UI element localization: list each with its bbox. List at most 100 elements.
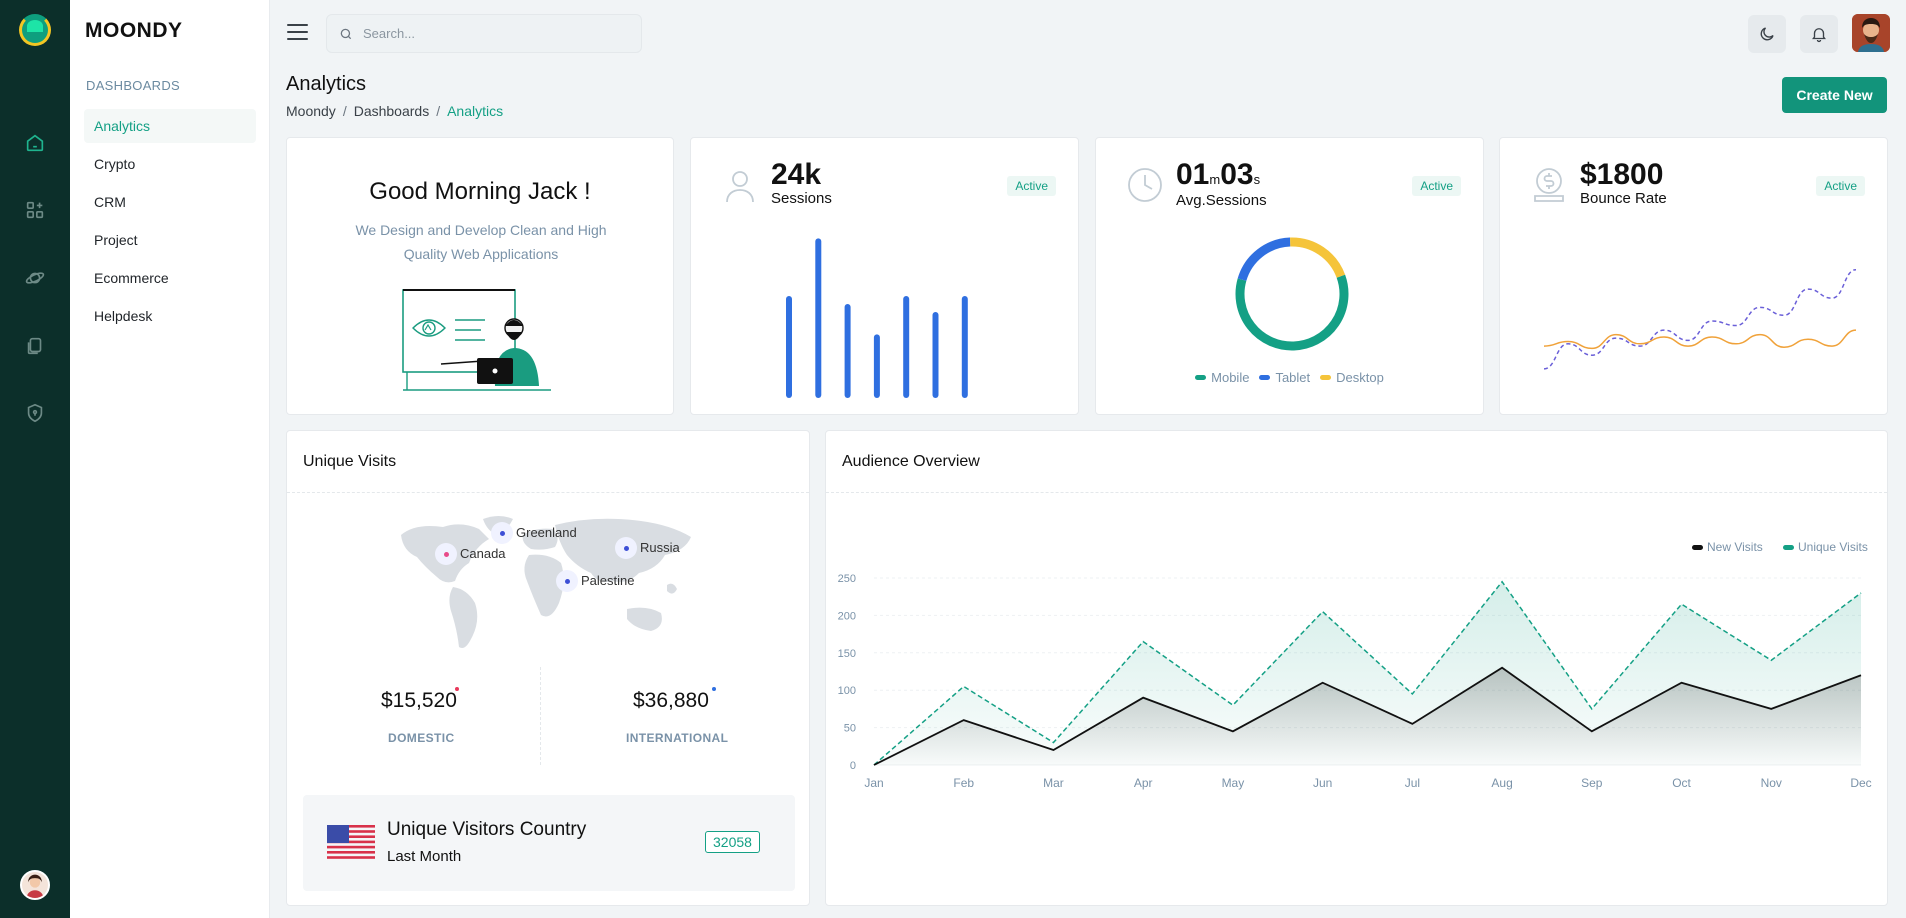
bounce-line-dashed	[1544, 268, 1857, 370]
series-line-unique-visits	[873, 580, 1862, 766]
moon-icon	[1760, 27, 1774, 41]
page-title: Analytics	[286, 73, 367, 95]
y-tick-label: 50	[844, 723, 856, 735]
map-label-russia: Russia	[640, 540, 680, 555]
domestic-label: DOMESTIC	[388, 731, 455, 745]
avg-seconds: 03	[1220, 158, 1254, 191]
user-avatar[interactable]	[1852, 14, 1890, 52]
map-marker-russia[interactable]	[615, 537, 637, 559]
legend-item-tablet[interactable]: Tablet	[1259, 370, 1310, 385]
device-donut-chart	[1235, 237, 1349, 351]
visitors-count-badge: 32058	[705, 831, 760, 853]
legend-item[interactable]: Unique Visits	[1783, 540, 1868, 554]
sidebar-section-title: DASHBOARDS	[86, 78, 181, 93]
sidebar-menu: MOONDY DASHBOARDS Analytics Crypto CRM P…	[70, 0, 270, 918]
rail-user-avatar[interactable]	[20, 870, 50, 900]
legend-item-mobile[interactable]: Mobile	[1195, 370, 1249, 385]
breadcrumb-dashboards[interactable]: Dashboards	[353, 103, 430, 119]
visitors-country-title: Unique Visitors Country	[387, 819, 587, 840]
theme-toggle-button[interactable]	[1748, 15, 1786, 53]
home-icon[interactable]	[22, 130, 48, 156]
menu-toggle-icon[interactable]	[287, 24, 308, 40]
search-input[interactable]	[363, 26, 623, 41]
sessions-card: 24k Sessions Active	[690, 137, 1079, 415]
avg-minutes-unit: m	[1209, 172, 1221, 187]
breadcrumb-moondy[interactable]: Moondy	[286, 103, 336, 119]
us-flag-icon	[327, 825, 375, 859]
avg-sessions-label: Avg.Sessions	[1176, 192, 1267, 209]
top-bar	[270, 0, 1906, 68]
breadcrumb-analytics: Analytics	[447, 103, 504, 119]
bounce-label: Bounce Rate	[1580, 190, 1667, 207]
international-value: $36,880	[633, 689, 709, 712]
avg-sessions-card: 01m03s Avg.Sessions Active Mobile Tablet…	[1095, 137, 1484, 415]
dollar-icon	[1534, 168, 1564, 202]
greeting-card: Good Morning Jack ! We Design and Develo…	[286, 137, 674, 415]
legend-item[interactable]: New Visits	[1692, 540, 1763, 554]
sidebar-item-crypto[interactable]: Crypto	[94, 156, 136, 172]
icon-rail	[0, 0, 70, 918]
x-tick-label: Jul	[1405, 776, 1420, 790]
documents-icon[interactable]	[22, 333, 48, 359]
notifications-button[interactable]	[1800, 15, 1838, 53]
unique-visits-header: Unique Visits	[287, 431, 809, 493]
audience-area-chart: 0 50 100 150 200 250 Jan Feb Mar Apr May Jun Jul Aug S…	[838, 540, 1872, 790]
legend-item-desktop[interactable]: Desktop	[1320, 370, 1384, 385]
map-marker-palestine[interactable]	[556, 570, 578, 592]
sidebar-item-analytics[interactable]: Analytics	[84, 109, 256, 143]
search-box[interactable]	[326, 14, 642, 53]
bounce-line-solid	[1544, 329, 1857, 350]
sessions-value: 24k	[771, 158, 822, 191]
apps-icon[interactable]	[22, 197, 48, 223]
x-tick-label: Nov	[1761, 776, 1782, 790]
developer-illustration	[402, 289, 551, 391]
legend-swatch	[1692, 545, 1703, 550]
x-tick-label: May	[1222, 776, 1245, 790]
legend-swatch	[1783, 545, 1794, 550]
shield-icon[interactable]	[22, 400, 48, 426]
map-marker-canada[interactable]	[435, 543, 457, 565]
donut-legend: Mobile Tablet Desktop	[1096, 370, 1483, 385]
avg-seconds-unit: s	[1253, 172, 1261, 187]
search-icon	[340, 28, 352, 39]
map-marker-greenland[interactable]	[491, 522, 513, 544]
sidebar-item-ecommerce[interactable]: Ecommerce	[94, 270, 169, 286]
planet-icon[interactable]	[22, 265, 48, 291]
greeting-title: Good Morning Jack !	[369, 178, 591, 205]
series-line-new-visits	[873, 666, 1862, 766]
avg-minutes: 01	[1176, 158, 1210, 191]
audience-overview-header: Audience Overview	[826, 431, 1887, 493]
sidebar-item-project[interactable]: Project	[94, 232, 138, 248]
donut-slice-mobile	[1235, 274, 1349, 351]
bell-icon	[1812, 28, 1826, 43]
brand-name: MOONDY	[85, 19, 183, 42]
audience-overview-title: Audience Overview	[842, 453, 980, 470]
x-tick-label: Jan	[864, 776, 883, 790]
status-badge: Active	[1007, 176, 1056, 196]
sessions-label: Sessions	[771, 190, 832, 207]
domestic-dot	[455, 687, 459, 691]
create-new-button[interactable]: Create New	[1782, 77, 1887, 113]
donut-slice-desktop	[1290, 237, 1346, 278]
unique-visits-card: Unique Visits Greenland Canada Russia Pa…	[286, 430, 810, 906]
stats-divider	[540, 667, 541, 765]
bounce-rate-card: $1800 Bounce Rate Active	[1499, 137, 1888, 415]
legend-label: Unique Visits	[1798, 540, 1868, 554]
breadcrumb-separator: /	[436, 103, 441, 119]
x-tick-label: Jun	[1313, 776, 1332, 790]
moondy-logo-icon[interactable]	[19, 14, 51, 46]
clock-icon	[1128, 168, 1162, 202]
bounce-value: $1800	[1580, 158, 1664, 191]
area-fill-new-visits	[874, 667, 1861, 765]
greeting-text: We Design and Develop Clean and High Qua…	[355, 222, 607, 262]
y-tick-label: 0	[850, 760, 856, 772]
x-tick-label: Apr	[1134, 776, 1153, 790]
sessions-bar-chart	[786, 238, 968, 398]
visitors-country-subtitle: Last Month	[387, 848, 462, 865]
sidebar-item-crm[interactable]: CRM	[94, 194, 126, 210]
donut-slice-tablet	[1237, 237, 1291, 282]
y-tick-label: 150	[838, 648, 856, 660]
x-tick-label: Mar	[1043, 776, 1064, 790]
sidebar-item-helpdesk[interactable]: Helpdesk	[94, 308, 153, 324]
avg-sessions-value: 01m03s	[1176, 158, 1260, 192]
